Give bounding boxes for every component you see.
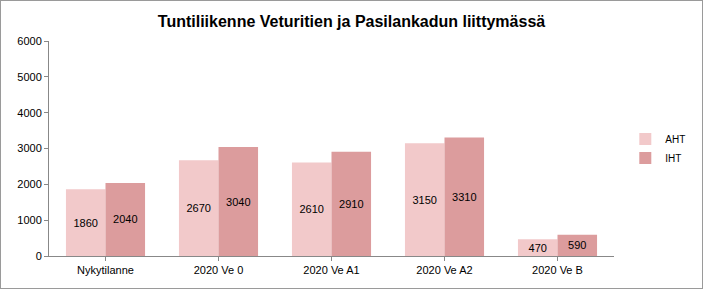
svg-text:Nykytilanne: Nykytilanne (77, 264, 134, 276)
svg-text:3150: 3150 (412, 194, 436, 206)
svg-text:470: 470 (529, 242, 547, 254)
svg-text:3310: 3310 (452, 191, 476, 203)
svg-text:1000: 1000 (17, 214, 41, 226)
svg-text:0: 0 (36, 250, 42, 262)
svg-text:4000: 4000 (17, 107, 41, 119)
svg-text:2000: 2000 (17, 178, 41, 190)
svg-text:2020 Ve B: 2020 Ve B (532, 264, 583, 276)
svg-text:IHT: IHT (665, 153, 681, 164)
svg-text:3040: 3040 (226, 196, 250, 208)
svg-text:2610: 2610 (299, 203, 323, 215)
svg-text:2910: 2910 (339, 198, 363, 210)
svg-text:2040: 2040 (113, 213, 137, 225)
svg-text:6000: 6000 (17, 35, 41, 47)
svg-text:2670: 2670 (186, 202, 210, 214)
svg-text:Tuntiliikenne Veturitien ja Pa: Tuntiliikenne Veturitien ja Pasilankadun… (158, 13, 545, 30)
svg-text:590: 590 (568, 239, 586, 251)
svg-text:3000: 3000 (17, 142, 41, 154)
svg-text:1860: 1860 (73, 217, 97, 229)
svg-text:2020 Ve 0: 2020 Ve 0 (194, 264, 244, 276)
svg-text:AHT: AHT (665, 134, 685, 145)
svg-text:2020 Ve A2: 2020 Ve A2 (416, 264, 472, 276)
svg-text:2020 Ve A1: 2020 Ve A1 (303, 264, 359, 276)
svg-text:5000: 5000 (17, 71, 41, 83)
